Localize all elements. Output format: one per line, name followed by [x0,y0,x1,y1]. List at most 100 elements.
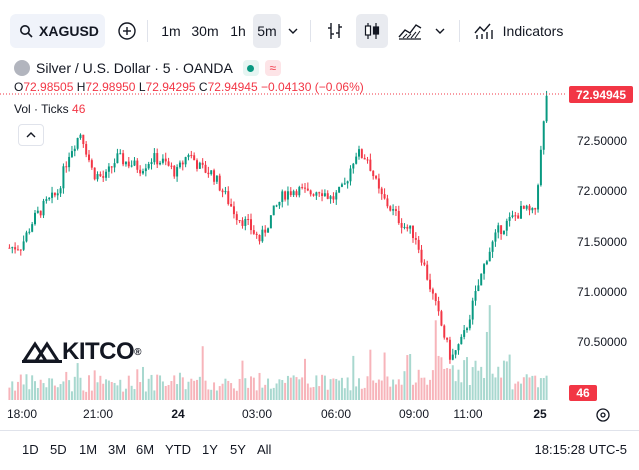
range-5d[interactable]: 5D [50,442,67,457]
volume-bar [278,379,281,400]
candle [534,207,537,210]
volume-bar [417,369,420,400]
compare-add-button[interactable] [114,14,140,48]
volume-bar [198,376,201,400]
volume-bar [53,385,56,400]
candle [176,167,179,177]
candle [232,206,235,215]
candle [545,95,548,122]
wave-icon[interactable]: ≈ [264,60,281,76]
volume-bar [173,375,176,400]
volume-bar [491,373,494,400]
chevron-down-icon [435,28,445,34]
price-chart[interactable]: 72.94945 72.50000 72.00000 71.50000 71.0… [0,0,639,430]
symbol-search[interactable]: XAGUSD [10,14,105,48]
volume-bar [99,375,102,400]
volume-bar [329,379,332,400]
volume-bar [392,379,395,400]
range-all[interactable]: All [257,442,272,457]
volume-bar [193,380,196,400]
volume-bar [127,375,130,400]
intervals-dropdown[interactable] [283,14,303,48]
volume-bar [119,379,122,400]
candle [8,247,11,249]
volume-bar [440,357,443,400]
candle [56,193,59,196]
candle [477,285,480,292]
candle [178,162,181,168]
candle [332,196,335,200]
candle [59,188,62,194]
volume-bar [448,368,451,400]
volume-bar [537,387,540,400]
volume-bar [346,377,349,400]
candle [508,216,511,221]
bar-style-button[interactable] [320,14,350,48]
candle [463,330,466,337]
volume-bar [508,354,511,400]
candle [309,190,312,195]
indicators-button[interactable]: Indicators [468,14,568,48]
volume-bar [201,346,204,400]
range-6m[interactable]: 6M [136,442,155,457]
volume-bar [369,349,372,400]
volume-bar [304,358,306,400]
candle [363,157,366,160]
volume-bar [426,384,429,400]
volume-bar [159,375,162,400]
chart-type-dropdown[interactable] [430,14,450,48]
volume-bar [315,375,318,400]
volume-bar [76,363,79,400]
candle [42,200,45,216]
candle [238,220,241,222]
volume-bar [142,366,144,400]
candle [500,225,503,235]
interval-1m[interactable]: 1m [161,23,181,39]
candle [130,165,133,167]
interval-30m[interactable]: 30m [191,23,219,39]
market-status-icon[interactable] [242,60,259,76]
range-3m[interactable]: 3M [108,442,127,457]
kitco-logo-icon [22,341,62,363]
candle [380,188,383,195]
candle [150,162,153,165]
candle [502,230,505,235]
open-label: O [14,80,24,94]
candle [406,226,409,229]
range-5y[interactable]: 5Y [230,442,246,457]
volume-bar [281,380,284,400]
candle [48,197,51,200]
volume-bar [210,389,213,400]
range-1y[interactable]: 1Y [202,442,218,457]
range-ytd[interactable]: YTD [165,442,191,457]
interval-5m[interactable]: 5m [253,14,281,48]
collapse-legend-button[interactable] [18,124,44,146]
candle [301,187,304,189]
volume-bar [19,374,22,400]
candle [153,153,156,163]
chart-legend: Silver / U.S. Dollar · 5 · OANDA ≈ [14,60,281,76]
candle [423,262,426,265]
candle [139,169,142,174]
volume-bar [36,387,39,400]
candle [25,232,28,242]
volume-bar [56,387,59,400]
range-1d[interactable]: 1D [22,442,39,457]
volume-bar [471,367,474,400]
volume-bar [349,390,352,400]
candles-style-button[interactable] [356,14,388,48]
volume-bar [178,372,181,400]
candle [247,218,250,220]
volume-bar [167,384,170,400]
candle [394,209,397,211]
chart-type-button[interactable] [394,14,426,48]
range-1m[interactable]: 1M [79,442,98,457]
volume-bar [25,374,28,400]
candle [272,205,275,216]
settings-gear-icon[interactable] [596,408,610,422]
volume-bar [218,386,221,400]
candle [93,167,96,180]
interval-1h[interactable]: 1h [230,23,246,39]
volume-bar [480,366,483,400]
time-tick: 18:00 [7,407,37,421]
